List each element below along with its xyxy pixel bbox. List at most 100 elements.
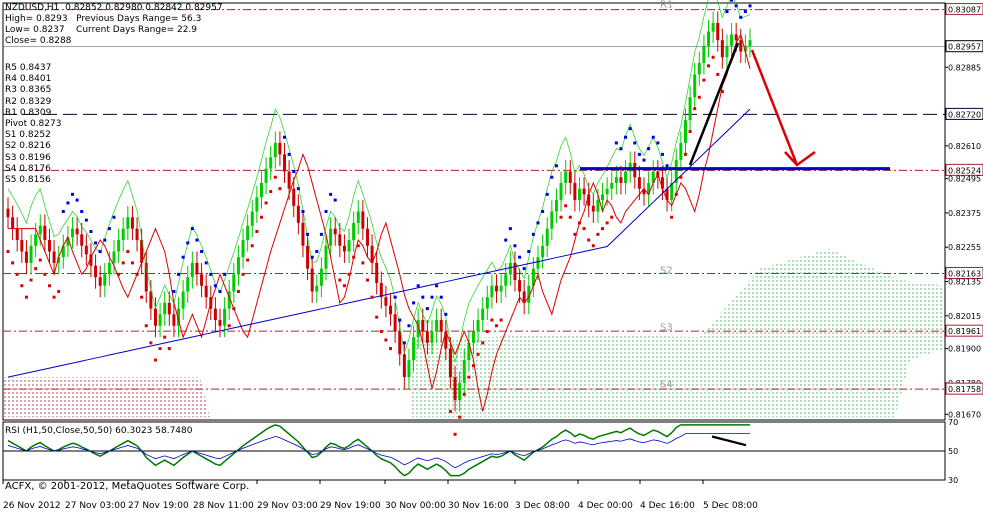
candle-body (605, 188, 609, 195)
sar-dot (619, 147, 623, 151)
sar-dot (347, 272, 351, 276)
sar-dot (531, 232, 535, 236)
candle-body (730, 34, 734, 46)
candle-body (587, 194, 591, 206)
sar-dot (748, 4, 752, 8)
candle-body (513, 262, 517, 281)
candle-body (693, 74, 697, 98)
candle-body (301, 222, 305, 246)
sar-dot (107, 227, 111, 231)
sar-dot (513, 244, 517, 248)
price-tick-label: 0.81961 (948, 327, 981, 336)
pivot-r3: R3 0.8365 (5, 85, 52, 96)
red-indicator-line (8, 33, 751, 412)
candle-body (140, 240, 144, 263)
sar-dot (89, 229, 93, 233)
sar-dot (80, 210, 84, 213)
level-label-s4: S4 (660, 380, 673, 391)
candle-body (508, 262, 512, 275)
sar-dot (319, 232, 323, 236)
candle-body (250, 211, 254, 226)
sar-dot (384, 338, 388, 342)
sar-dot (11, 261, 15, 265)
candle-body (545, 228, 549, 246)
candle-body (707, 31, 711, 46)
sar-dot (71, 192, 75, 196)
candle-body (246, 225, 250, 241)
candle-body (614, 177, 618, 183)
candle-body (186, 277, 190, 292)
sar-dot (412, 301, 416, 305)
price-tick-label: 0.83087 (948, 6, 981, 15)
candle-body (296, 205, 300, 223)
candle-body (444, 331, 448, 349)
price-tick-label: 0.82610 (948, 142, 981, 151)
sar-dot (38, 258, 42, 262)
candle-body (471, 331, 475, 343)
sar-dot (670, 215, 674, 219)
price-tick-label: 0.82163 (948, 269, 981, 278)
candle-body (112, 251, 116, 263)
sar-dot (614, 141, 618, 145)
candle-body (683, 120, 687, 143)
sar-dot (458, 415, 462, 419)
sar-dot (688, 130, 692, 134)
candle-body (259, 182, 263, 198)
candle-body (642, 188, 646, 195)
candle-body (430, 331, 434, 343)
sar-dot (559, 215, 563, 219)
candle-body (38, 225, 42, 235)
sar-dot (448, 409, 452, 413)
candle-body (43, 225, 47, 241)
candle-body (121, 228, 125, 241)
rsi-divergence-line (711, 435, 747, 447)
candle-body (679, 142, 683, 161)
sar-dot (554, 164, 558, 168)
sar-dot (647, 147, 651, 151)
pivot-s4: S4 0.8176 (5, 163, 51, 174)
info-line-2: Low= 0.8237 Current Days Range= 22.9 (5, 25, 198, 35)
price-tick-label: 0.82524 (948, 166, 981, 175)
candle-body (670, 182, 674, 201)
sar-dot (518, 255, 522, 259)
candle-body (236, 257, 240, 275)
candle-body (103, 274, 107, 286)
sar-dot (126, 249, 130, 253)
price-tick-label: 0.82495 (948, 175, 981, 184)
candle-body (287, 171, 291, 189)
candle-body (241, 240, 245, 258)
candle-body (716, 22, 720, 41)
candle-body (167, 302, 171, 315)
sar-dot (379, 329, 383, 333)
candle-body (66, 237, 70, 246)
sar-dot (47, 284, 51, 288)
sar-dot (568, 215, 572, 219)
sar-dot (421, 295, 425, 299)
sar-dot (172, 289, 176, 293)
sar-dot (375, 315, 379, 319)
candle-body (398, 331, 402, 355)
price-tag-box (945, 40, 983, 53)
candle-body (458, 382, 462, 401)
candle-body (71, 228, 75, 238)
sar-dot (573, 232, 577, 236)
candle-body (352, 222, 356, 241)
sar-dot (34, 267, 38, 271)
candle-body (172, 314, 176, 326)
sar-dot (591, 244, 595, 248)
info-line-3: Close= 0.8288 (5, 36, 72, 46)
candle-body (748, 40, 752, 46)
sar-dot (259, 215, 263, 219)
candle-body (34, 234, 38, 246)
sar-dot (628, 127, 632, 131)
candle-body (365, 228, 369, 246)
price-tick-label: 0.82885 (948, 63, 981, 72)
candle-body (596, 200, 600, 212)
sar-dot (389, 347, 393, 351)
price-tick-label: 0.81900 (948, 345, 981, 354)
candle-body (98, 277, 102, 286)
sar-dot (587, 238, 591, 242)
candle-body (425, 331, 429, 343)
rsi-tick-label: 70 (948, 418, 958, 427)
